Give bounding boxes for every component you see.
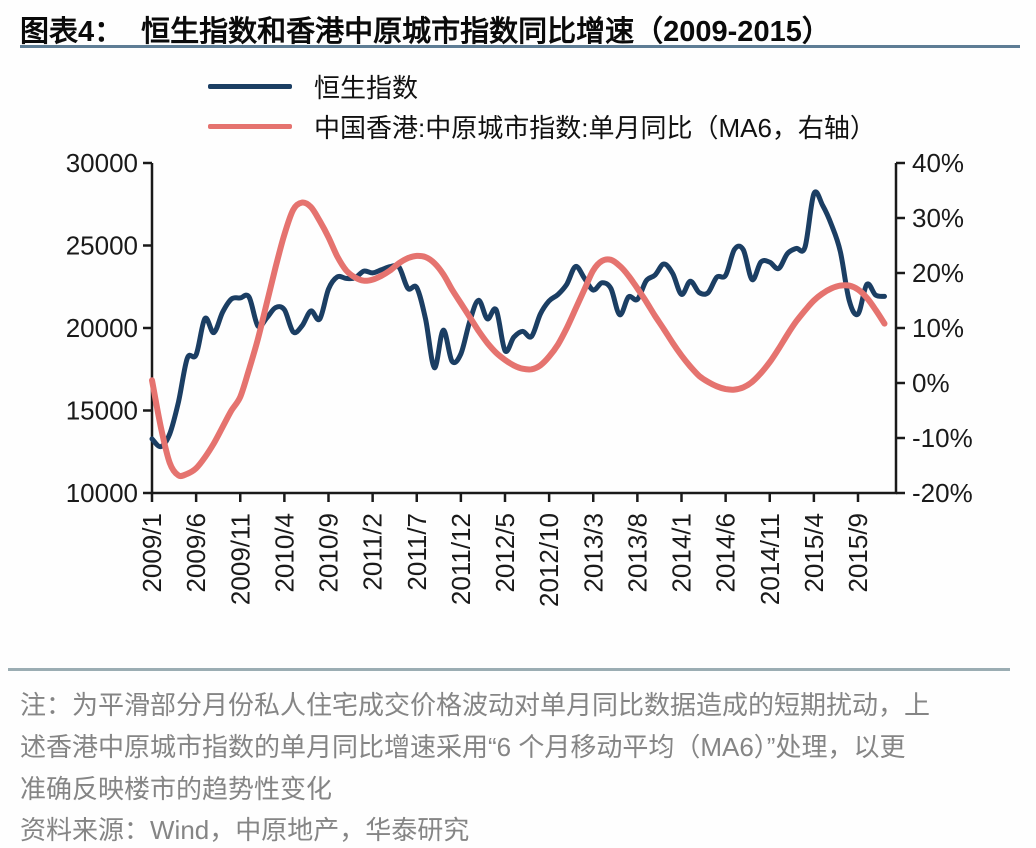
x-axis-label: 2009/11 [225, 513, 255, 605]
x-axis-label: 2015/4 [799, 513, 829, 593]
right-axis-label: 20% [912, 258, 964, 288]
legend-item-hang-seng: 恒生指数 [208, 66, 876, 106]
left-axis-label: 15000 [66, 396, 138, 426]
chart-title-text: 恒生指数和香港中原城市指数同比增速（2009-2015） [141, 16, 831, 48]
chart-title-prefix: 图表4： [20, 16, 124, 48]
centaline-swatch [208, 123, 292, 129]
x-axis-label: 2014/6 [711, 513, 741, 593]
legend-item-centaline: 中国香港:中原城市指数:单月同比（MA6，右轴） [208, 106, 876, 146]
x-axis-label: 2009/6 [181, 513, 211, 593]
hang-seng-swatch [208, 83, 292, 89]
x-axis-label: 2013/8 [622, 513, 652, 593]
chart-canvas: 30000 25000 20000 15000 10000 40% 30% 20% 10% 0% -… [66, 148, 973, 607]
chart-legend: 恒生指数 中国香港:中原城市指数:单月同比（MA6，右轴） [208, 66, 876, 146]
note-line-2: 述香港中原城市指数的单月同比增速采用“6 个月移动平均（MA6）”处理，以更 [20, 732, 906, 762]
notes-block: 注：为平滑部分月份私人住宅成交价格波动对单月同比数据造成的短期扰动，上 述香港中… [20, 684, 1025, 810]
centaline-legend-label: 中国香港:中原城市指数:单月同比（MA6，右轴） [314, 112, 876, 143]
source-line: 资料来源：Wind，中原地产，华泰研究 [20, 815, 470, 845]
title-underline [20, 45, 1020, 48]
x-axis-label: 2011/7 [402, 513, 432, 591]
x-axis-label: 2015/9 [843, 513, 873, 593]
hang-seng-legend-label: 恒生指数 [314, 72, 419, 103]
notes-divider [8, 668, 1010, 671]
x-axis-label: 2012/10 [534, 513, 564, 607]
left-axis-label: 20000 [66, 313, 138, 343]
left-axis-label: 10000 [66, 478, 138, 508]
right-axis-label: 40% [912, 148, 964, 178]
chart-title: 图表4： 恒生指数和香港中原城市指数同比增速（2009-2015） [20, 8, 1020, 50]
note-line-3: 准确反映楼市的趋势性变化 [20, 774, 333, 804]
left-axis-label: 25000 [66, 231, 138, 261]
x-axis-label: 2009/1 [137, 513, 167, 593]
right-axis-label: 10% [912, 313, 964, 343]
x-axis-label: 2010/4 [269, 513, 299, 593]
left-axis-label: 30000 [66, 148, 138, 178]
right-axis-label: -20% [912, 478, 973, 508]
right-axis-label: -10% [912, 423, 973, 453]
x-axis-label: 2014/1 [667, 513, 697, 593]
x-axis-label: 2011/2 [358, 513, 388, 591]
x-axis-label: 2012/5 [490, 513, 520, 593]
x-axis-label: 2010/9 [314, 513, 344, 593]
hang-seng-line [149, 189, 887, 450]
x-axis-label: 2014/11 [755, 513, 785, 605]
right-axis-label: 0% [912, 368, 950, 398]
x-axis-label: 2011/12 [446, 513, 476, 605]
x-axis-label: 2013/3 [578, 513, 608, 593]
centaline-line [149, 199, 888, 480]
note-line-1: 注：为平滑部分月份私人住宅成交价格波动对单月同比数据造成的短期扰动，上 [20, 690, 931, 720]
right-axis-label: 30% [912, 203, 964, 233]
